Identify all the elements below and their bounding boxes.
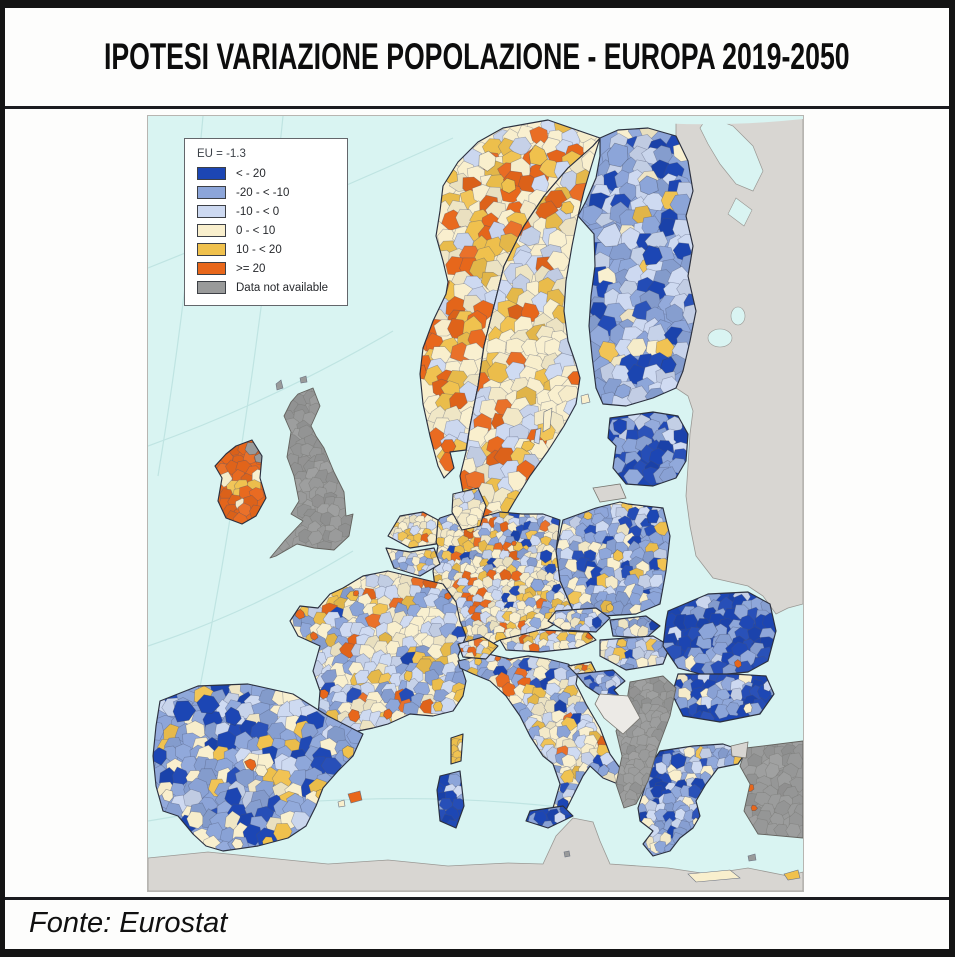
legend-label: Data not available (236, 281, 329, 294)
legend-swatch-b1 (197, 205, 226, 218)
region-baltics (608, 412, 688, 486)
context-bosnia (594, 693, 641, 735)
page-title: IPOTESI VARIAZIONE POPOLAZIONE - EUROPA … (104, 36, 850, 77)
region-balkans (616, 676, 676, 808)
region-sardinia (437, 771, 464, 828)
island-oland (533, 427, 542, 445)
legend-label: 0 - < 10 (236, 224, 276, 237)
legend-rows: < - 20 -20 - < -10 -10 - < 0 0 - < 10 10 - <… (197, 167, 339, 294)
island-hebrides (275, 379, 284, 391)
barents-sea (618, 116, 803, 125)
white-sea-inlet (727, 197, 753, 227)
legend-swatch-nd (197, 281, 226, 294)
legend-row-b2: -20 - < -10 (197, 186, 339, 199)
legend-row-b3: < - 20 (197, 167, 339, 180)
context-kaliningrad (592, 483, 627, 503)
island-crete (687, 869, 741, 883)
legend-swatch-b3 (197, 167, 226, 180)
region-denmark (452, 488, 486, 530)
island-malta (563, 850, 571, 858)
context-turkish-thrace (730, 741, 749, 759)
graticule-line (148, 550, 354, 647)
choropleth-svg (148, 116, 803, 891)
island-mallorca (347, 790, 363, 804)
legend-swatch-g2 (197, 243, 226, 256)
legend-row-g2: 10 - < 20 (197, 243, 339, 256)
lake-onega (730, 306, 746, 326)
graticule-line (148, 330, 394, 447)
legend-label: 10 - < 20 (236, 243, 282, 256)
legend-label: >= 20 (236, 262, 266, 275)
region-belgium (387, 548, 440, 576)
title-divider (5, 106, 949, 109)
region-italy (458, 654, 620, 816)
legend-label: -10 - < 0 (236, 205, 280, 218)
island-ibiza (337, 799, 346, 808)
island-cyprus (783, 869, 801, 881)
source-caption: Fonte: Eurostat (29, 907, 228, 939)
island-orkney (299, 375, 308, 384)
island-aland (580, 393, 591, 405)
white-sea (699, 116, 764, 192)
legend-swatch-g3 (197, 262, 226, 275)
region-slovakia (610, 616, 660, 638)
region-uk (270, 388, 353, 558)
europe-choropleth-map: EU = -1.3 < - 20 -20 - < -10 -10 - < 0 0 - … (147, 115, 804, 892)
context-russia-belarus-ukraine (675, 116, 803, 615)
title-bar: IPOTESI VARIAZIONE POPOLAZIONE - EUROPA … (5, 8, 949, 106)
legend-row-b1: -10 - < 0 (197, 205, 339, 218)
lake-ladoga (707, 328, 733, 348)
legend-swatch-g1 (197, 224, 226, 237)
island-gotland (542, 407, 553, 433)
region-sweden (460, 150, 600, 546)
legend-row-g1: 0 - < 10 (197, 224, 339, 237)
map-legend: EU = -1.3 < - 20 -20 - < -10 -10 - < 0 0 - … (184, 138, 348, 306)
legend-row-nd: Data not available (197, 281, 339, 294)
legend-swatch-b2 (197, 186, 226, 199)
region-romania (663, 592, 776, 676)
region-poland (556, 502, 670, 616)
legend-title: EU = -1.3 (197, 148, 246, 160)
legend-label: -20 - < -10 (236, 186, 290, 199)
legend-label: < - 20 (236, 167, 266, 180)
legend-row-g3: >= 20 (197, 262, 339, 275)
island-rhodes (747, 853, 757, 862)
source-divider (5, 897, 949, 900)
